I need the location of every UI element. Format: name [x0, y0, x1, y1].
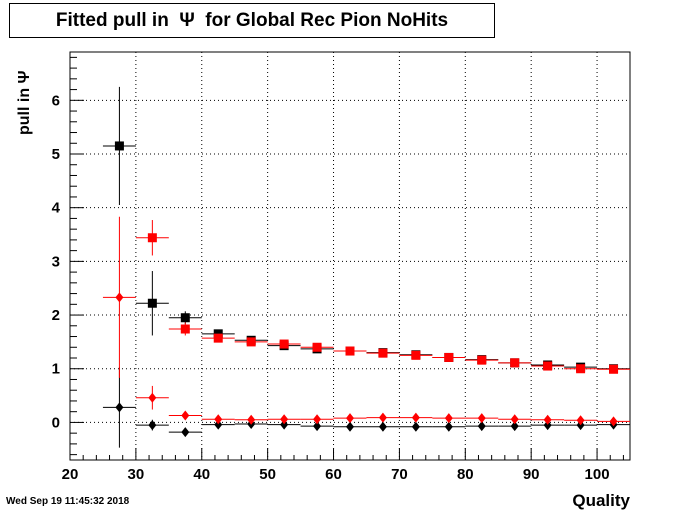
data-point — [576, 364, 586, 374]
data-point — [214, 414, 223, 425]
data-point — [180, 324, 190, 334]
series-2 — [102, 367, 630, 448]
y-tick-label: 6 — [52, 92, 60, 109]
data-point — [378, 348, 388, 358]
x-tick-label: 50 — [259, 466, 276, 483]
x-tick-label: 70 — [391, 466, 408, 483]
data-point — [313, 421, 322, 432]
data-point — [477, 413, 486, 424]
data-point — [181, 427, 190, 438]
data-point — [247, 414, 256, 425]
data-point — [246, 337, 256, 347]
data-point — [477, 421, 486, 432]
data-point — [280, 414, 289, 425]
data-point — [214, 419, 223, 430]
data-point — [543, 420, 552, 431]
y-axis-label: pull in Ψ — [16, 70, 33, 136]
y-tick-label: 2 — [52, 307, 60, 324]
plot-frame — [69, 51, 631, 461]
data-point — [411, 412, 420, 423]
data-point — [510, 414, 519, 425]
data-point — [114, 141, 124, 151]
plot-frame-rect — [69, 51, 631, 461]
data-point — [346, 421, 354, 432]
axis-ticks: 20 30 40 50 60 70 80 90 100 0 1 2 3 4 5 6 — [52, 56, 624, 483]
data-point — [444, 352, 454, 362]
title-box: Fitted pull in Ψ for Global Rec Pion NoH… — [9, 3, 495, 38]
y-tick-label: 3 — [52, 253, 60, 270]
data-point — [147, 298, 157, 308]
data-point — [609, 364, 619, 374]
series-3 — [102, 216, 630, 427]
data-point — [213, 333, 223, 343]
data-point — [411, 350, 421, 360]
y-tick-label: 5 — [52, 146, 60, 163]
series-1 — [135, 220, 630, 374]
data-point — [345, 346, 355, 356]
data-point — [346, 413, 354, 424]
data-point — [477, 355, 487, 365]
data-point — [543, 361, 553, 371]
data-point — [378, 412, 387, 423]
data-point — [180, 313, 190, 323]
data-point — [181, 410, 190, 421]
data-point — [444, 421, 453, 432]
x-tick-label: 90 — [523, 466, 540, 483]
data-point — [115, 292, 124, 303]
data-point — [115, 402, 124, 413]
y-tick-label: 0 — [52, 414, 60, 431]
data-point — [279, 339, 289, 349]
data-point — [576, 415, 585, 426]
data-point — [312, 342, 322, 352]
x-tick-label: 20 — [62, 466, 79, 483]
data-point — [148, 420, 157, 431]
data-point — [609, 416, 618, 427]
x-tick-label: 30 — [128, 466, 145, 483]
x-tick-label: 60 — [325, 466, 342, 483]
data-point — [543, 414, 552, 425]
y-tick-label: 4 — [52, 200, 61, 217]
y-tick-label: 1 — [52, 361, 60, 378]
data-point — [378, 421, 387, 432]
data-point — [280, 419, 289, 430]
x-tick-label: 40 — [193, 466, 210, 483]
data-point — [148, 392, 157, 403]
data-point — [444, 413, 453, 424]
data-point — [411, 421, 420, 432]
data-point — [147, 233, 157, 243]
data-point — [313, 414, 322, 425]
data-point — [510, 358, 520, 368]
data-series — [102, 86, 630, 448]
chart-title: Fitted pull in Ψ for Global Rec Pion NoH… — [55, 10, 449, 31]
x-axis-label: Quality — [572, 491, 630, 510]
data-point — [510, 421, 519, 432]
x-tick-label: 100 — [585, 466, 610, 483]
x-tick-label: 80 — [457, 466, 474, 483]
timestamp: Wed Sep 19 11:45:32 2018 — [6, 496, 130, 507]
